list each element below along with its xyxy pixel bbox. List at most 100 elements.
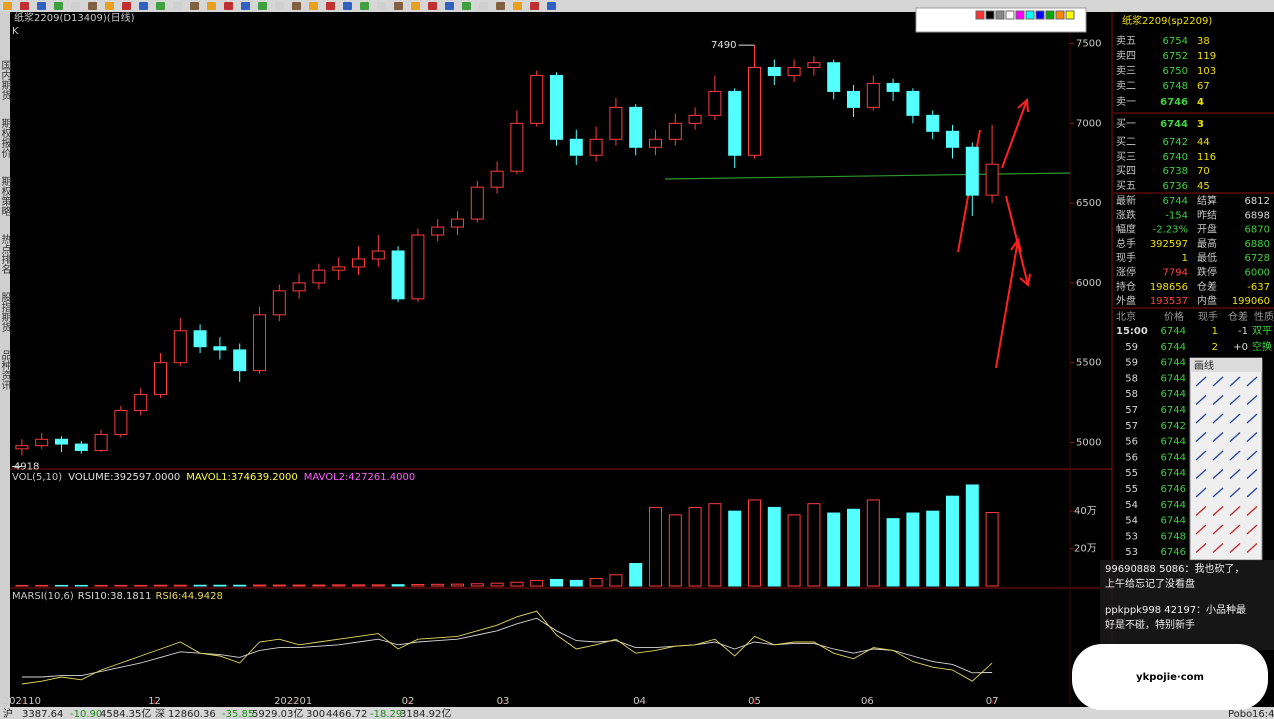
chat-line: ppkppk998 42197：小品种最 (1105, 603, 1246, 616)
toolbar-icon[interactable] (173, 2, 182, 10)
toolbar-icon[interactable] (275, 2, 284, 10)
palette-swatch[interactable] (1015, 10, 1025, 20)
palette-swatch[interactable] (1025, 10, 1035, 20)
palette-swatch[interactable] (1045, 10, 1055, 20)
drawing-panel[interactable] (1189, 357, 1263, 561)
trades-header: 北京 (1116, 310, 1136, 323)
draw-tool[interactable] (1246, 487, 1258, 498)
palette-swatch[interactable] (1055, 10, 1065, 20)
trade-time: 56 (1125, 437, 1138, 448)
sidebar-tab[interactable]: 热点排名 (0, 233, 11, 275)
toolbar-icon[interactable] (88, 2, 97, 10)
toolbar-icon[interactable] (20, 2, 29, 10)
toolbar-icon[interactable] (547, 2, 556, 10)
draw-tool[interactable] (1229, 468, 1241, 480)
toolbar-icon[interactable] (241, 2, 250, 10)
toolbar-icon[interactable] (411, 2, 420, 10)
arrow-head (1017, 97, 1029, 113)
draw-tool[interactable] (1246, 413, 1258, 424)
toolbar-icon[interactable] (428, 2, 437, 10)
draw-tool[interactable] (1246, 542, 1258, 554)
draw-tool[interactable] (1246, 524, 1258, 535)
volume-bar (411, 584, 425, 587)
toolbar-icon[interactable] (496, 2, 505, 10)
draw-tool[interactable] (1195, 450, 1207, 461)
draw-tool[interactable] (1229, 394, 1241, 406)
draw-tool[interactable] (1246, 431, 1258, 443)
toolbar-icon[interactable] (530, 2, 539, 10)
draw-tool[interactable] (1246, 450, 1258, 461)
draw-tool[interactable] (1229, 524, 1241, 535)
sidebar-tab[interactable]: 期权策略 (0, 176, 11, 217)
palette-swatch[interactable] (995, 10, 1005, 20)
draw-tool[interactable] (1212, 524, 1224, 535)
toolbar-icon[interactable] (360, 2, 369, 10)
toolbar-icon[interactable] (37, 2, 46, 10)
toolbar-icon[interactable] (207, 2, 216, 10)
draw-tool[interactable] (1229, 376, 1241, 387)
toolbar-icon[interactable] (54, 2, 63, 10)
toolbar-icon[interactable] (3, 2, 12, 10)
draw-tool[interactable] (1229, 542, 1241, 554)
draw-tool[interactable] (1212, 542, 1224, 554)
toolbar-icon[interactable] (394, 2, 403, 10)
draw-tool[interactable] (1229, 487, 1241, 498)
draw-tool[interactable] (1246, 468, 1258, 480)
draw-tool[interactable] (1195, 413, 1207, 424)
draw-tool[interactable] (1246, 505, 1258, 517)
sidebar-tab[interactable]: 股指期货 (0, 292, 11, 333)
palette-swatch[interactable] (975, 10, 985, 20)
toolbar-icon[interactable] (292, 2, 301, 10)
toolbar-icon[interactable] (513, 2, 522, 10)
toolbar-icon[interactable] (377, 2, 386, 10)
toolbar-icon[interactable] (71, 2, 80, 10)
draw-tool[interactable] (1195, 468, 1207, 480)
palette-swatch[interactable] (985, 10, 995, 20)
toolbar-icon[interactable] (139, 2, 148, 10)
draw-tool[interactable] (1212, 487, 1224, 498)
toolbar-icon[interactable] (326, 2, 335, 10)
draw-tool[interactable] (1212, 505, 1224, 517)
draw-tool[interactable] (1212, 394, 1224, 406)
draw-tool[interactable] (1212, 450, 1224, 461)
draw-tool[interactable] (1195, 505, 1207, 517)
toolbar-icon[interactable] (224, 2, 233, 10)
sidebar-tab[interactable]: 国内期货 (0, 60, 11, 101)
candle-body (946, 130, 959, 148)
draw-tool[interactable] (1212, 413, 1224, 424)
toolbar-icon[interactable] (462, 2, 471, 10)
toolbar-icon[interactable] (258, 2, 267, 10)
palette-swatch[interactable] (1035, 10, 1045, 20)
draw-tool[interactable] (1229, 450, 1241, 461)
toolbar-icon[interactable] (343, 2, 352, 10)
draw-tool[interactable] (1229, 413, 1241, 424)
sidebar-tab[interactable]: 品种资讯 (0, 350, 11, 391)
draw-tool[interactable] (1212, 431, 1224, 443)
toolbar-icon[interactable] (156, 2, 165, 10)
draw-tool[interactable] (1195, 376, 1207, 387)
stat-value: 6898 (1245, 210, 1270, 221)
sidebar-tab[interactable]: 期权报价 (0, 118, 11, 158)
draw-tool[interactable] (1195, 542, 1207, 554)
draw-tool[interactable] (1212, 468, 1224, 480)
palette-swatch[interactable] (1065, 10, 1075, 20)
draw-tool[interactable] (1195, 524, 1207, 535)
toolbar-icon[interactable] (122, 2, 131, 10)
toolbar-icon[interactable] (309, 2, 318, 10)
draw-tool[interactable] (1246, 376, 1258, 387)
draw-tool[interactable] (1229, 431, 1241, 443)
stat-value: 6880 (1245, 239, 1270, 250)
draw-tool[interactable] (1229, 505, 1241, 517)
palette-swatch[interactable] (1005, 10, 1015, 20)
toolbar-icon[interactable] (445, 2, 454, 10)
draw-tool[interactable] (1195, 431, 1207, 443)
candle-body (134, 394, 148, 412)
draw-tool[interactable] (1212, 376, 1224, 387)
y-tick-label: 7000 (1076, 118, 1101, 129)
draw-tool[interactable] (1195, 394, 1207, 406)
toolbar-icon[interactable] (479, 2, 488, 10)
toolbar-icon[interactable] (190, 2, 199, 10)
toolbar-icon[interactable] (105, 2, 114, 10)
draw-tool[interactable] (1246, 394, 1258, 406)
draw-tool[interactable] (1195, 487, 1207, 498)
